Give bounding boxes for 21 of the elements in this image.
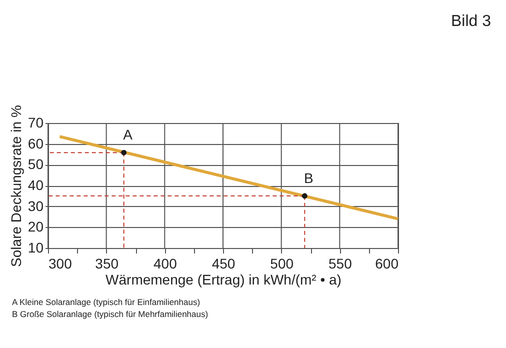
- y-tick-label: 50: [28, 156, 44, 172]
- y-tick-label: 60: [28, 135, 44, 152]
- text: B Große Solaranlage (typisch für Mehrfamilienhaus): [12, 309, 208, 319]
- x-tick-label: 300: [48, 256, 72, 272]
- x-axis-title: Wärmemenge (Ertrag) in kWh/(m² • a): [106, 272, 342, 288]
- x-tick-label: 600: [375, 256, 399, 272]
- x-tick-label: 500: [270, 256, 294, 272]
- y-tick-label: 70: [28, 114, 44, 130]
- annotation: A: [123, 126, 134, 143]
- y-tick-label: 40: [28, 177, 44, 193]
- x-tick-label: 550: [328, 256, 352, 272]
- x-tick-label: 350: [95, 256, 119, 272]
- text: A Kleine Solaranlage (typisch für Einfamilienhaus): [12, 297, 200, 307]
- text: Bild 3: [450, 13, 492, 30]
- y-tick-label: 10: [28, 240, 44, 256]
- x-tick-label: 450: [212, 256, 236, 272]
- annotation: B: [304, 170, 314, 186]
- y-axis-title: Solare Deckungsrate in %: [8, 105, 24, 267]
- y-tick-label: 20: [28, 218, 44, 235]
- x-tick-label: 400: [153, 256, 178, 272]
- y-tick-label: 30: [28, 198, 44, 214]
